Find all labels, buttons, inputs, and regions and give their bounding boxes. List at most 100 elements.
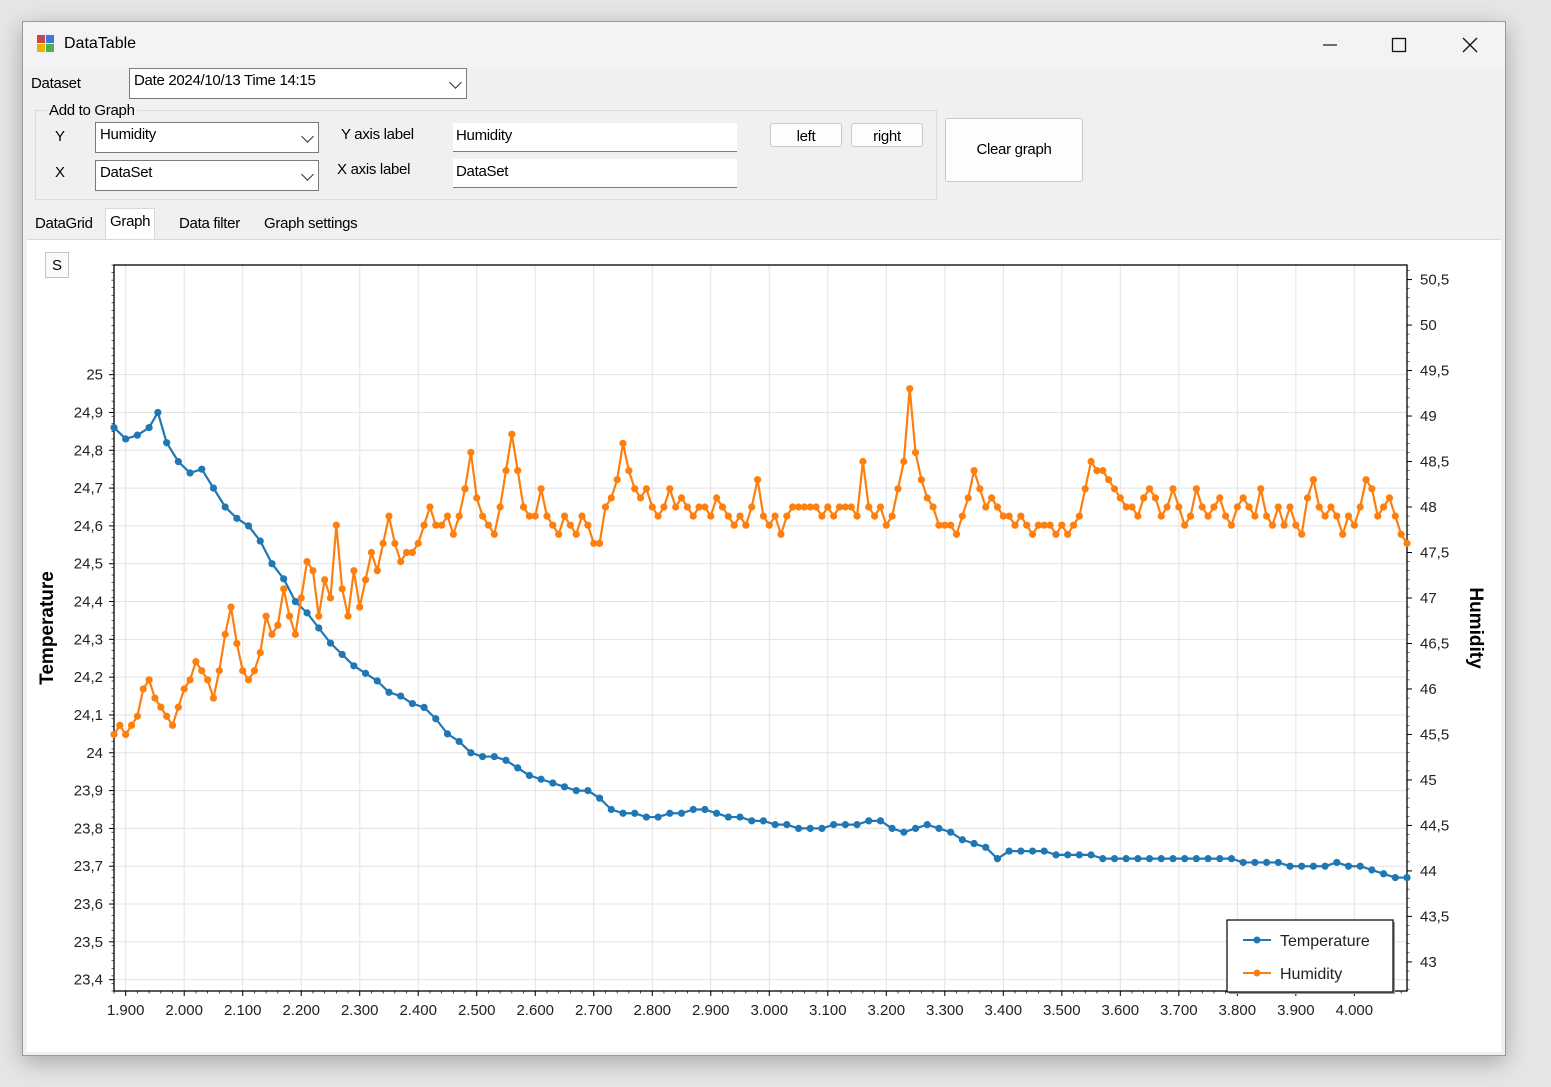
data-point-humidity (689, 512, 697, 520)
data-point-humidity (204, 676, 212, 684)
maximize-button[interactable] (1369, 22, 1429, 68)
data-point-temperature (1075, 851, 1083, 859)
data-point-humidity (642, 485, 651, 493)
data-point-temperature (1192, 855, 1200, 863)
data-point-humidity (619, 439, 627, 447)
data-point-temperature (385, 688, 393, 696)
data-point-humidity (1374, 512, 1382, 520)
s-button[interactable]: S (45, 252, 69, 278)
data-point-humidity (1169, 485, 1177, 493)
data-point-humidity (309, 567, 317, 575)
data-point-humidity (408, 548, 416, 557)
data-point-temperature (911, 824, 920, 833)
legend-box (1226, 919, 1394, 993)
data-point-humidity (1368, 485, 1376, 493)
data-point-humidity (859, 457, 867, 466)
data-point-humidity (192, 658, 200, 666)
data-point-humidity (1362, 476, 1370, 484)
chart-area[interactable]: 1.900 2.000 2.100 2.200 2.300 2.400 2.500 2.600… (34, 245, 1492, 1045)
data-point-temperature (794, 824, 803, 833)
graph-tab-panel: 1.900 2.000 2.100 2.200 2.300 2.400 2.500 2.600… (27, 239, 1501, 1052)
y-right-tick-label: 48,5 (1420, 454, 1449, 471)
data-point-humidity (1151, 494, 1160, 502)
data-point-temperature (947, 828, 955, 836)
data-point-humidity (209, 694, 218, 702)
data-point-temperature (970, 839, 978, 848)
data-point-temperature (1005, 847, 1013, 855)
data-point-humidity (1268, 521, 1277, 529)
data-point-temperature (1099, 855, 1107, 863)
left-button[interactable]: left (770, 123, 842, 147)
data-point-temperature (174, 458, 182, 466)
data-point-humidity (911, 448, 920, 457)
data-point-temperature (783, 821, 791, 829)
tab-graph[interactable]: Graph (105, 208, 156, 240)
data-point-temperature (537, 775, 545, 783)
data-point-humidity (1128, 503, 1136, 511)
data-point-humidity (677, 494, 686, 502)
dataset-select[interactable]: Date 2024/10/13 Time 14:15 (129, 68, 467, 99)
data-point-temperature (514, 764, 522, 772)
data-point-humidity (824, 503, 832, 511)
data-point-temperature (1368, 866, 1376, 874)
y-select[interactable]: Humidity (95, 122, 319, 153)
data-point-temperature (233, 514, 241, 522)
y-right-tick-label: 49,5 (1420, 363, 1449, 380)
data-point-temperature (154, 408, 162, 417)
data-point-temperature (525, 771, 533, 780)
data-point-temperature (1040, 847, 1048, 855)
data-point-humidity (1327, 503, 1335, 511)
data-point-humidity (789, 503, 797, 511)
x-axis-label-input[interactable]: DataSet (453, 159, 737, 188)
tab-graph-settings[interactable]: Graph settings (264, 215, 358, 232)
y-right-tick-label: 48 (1420, 499, 1437, 516)
data-point-humidity (1298, 530, 1306, 538)
x-select[interactable]: DataSet (95, 160, 319, 191)
y-select-value: Humidity (100, 126, 156, 143)
maximize-icon (1391, 37, 1407, 53)
data-point-temperature (373, 677, 381, 685)
x-tick-label: 2.400 (399, 1002, 437, 1019)
dataset-label: Dataset (31, 75, 81, 92)
data-point-temperature (361, 669, 370, 677)
data-point-humidity (1040, 521, 1048, 529)
x-tick-label: 1.900 (107, 1002, 145, 1019)
legend-label: Temperature (1280, 933, 1370, 950)
y-left-axis-title: Temperature (37, 571, 58, 685)
data-point-humidity (1099, 467, 1107, 475)
data-point-humidity (742, 521, 750, 529)
data-point-humidity (818, 512, 826, 520)
data-point-humidity (467, 448, 475, 457)
tab-data-filter[interactable]: Data filter (179, 215, 240, 232)
data-point-humidity (1262, 512, 1271, 520)
data-point-humidity (707, 512, 715, 520)
x-tick-label: 3.400 (985, 1002, 1023, 1019)
data-point-humidity (1186, 512, 1195, 520)
right-button[interactable]: right (851, 123, 923, 147)
data-point-temperature (1145, 855, 1154, 863)
data-point-temperature (397, 692, 405, 700)
close-button[interactable] (1440, 22, 1500, 68)
clear-graph-button[interactable]: Clear graph (945, 118, 1083, 182)
data-point-humidity (929, 503, 937, 511)
title-bar[interactable]: DataTable (23, 22, 1505, 68)
minimize-button[interactable] (1300, 22, 1360, 68)
tab-datagrid[interactable]: DataGrid (35, 215, 93, 232)
x-tick-label: 2.100 (224, 1002, 262, 1019)
data-point-humidity (555, 530, 563, 538)
data-point-humidity (455, 512, 463, 520)
data-point-humidity (239, 667, 247, 675)
data-point-temperature (958, 836, 966, 844)
data-point-temperature (502, 756, 510, 764)
data-point-humidity (736, 512, 744, 520)
y-left-tick-label: 24,4 (74, 594, 103, 611)
data-point-humidity (256, 648, 264, 657)
data-point-temperature (1028, 847, 1037, 855)
data-point-humidity (1052, 530, 1060, 538)
y-axis-label-input[interactable]: Humidity (453, 123, 737, 152)
data-point-humidity (233, 639, 241, 648)
chart[interactable]: 1.900 2.000 2.100 2.200 2.300 2.400 2.500 2.600… (34, 245, 1492, 1045)
data-point-humidity (900, 457, 908, 466)
data-point-humidity (1017, 512, 1025, 520)
data-point-humidity (724, 512, 732, 520)
